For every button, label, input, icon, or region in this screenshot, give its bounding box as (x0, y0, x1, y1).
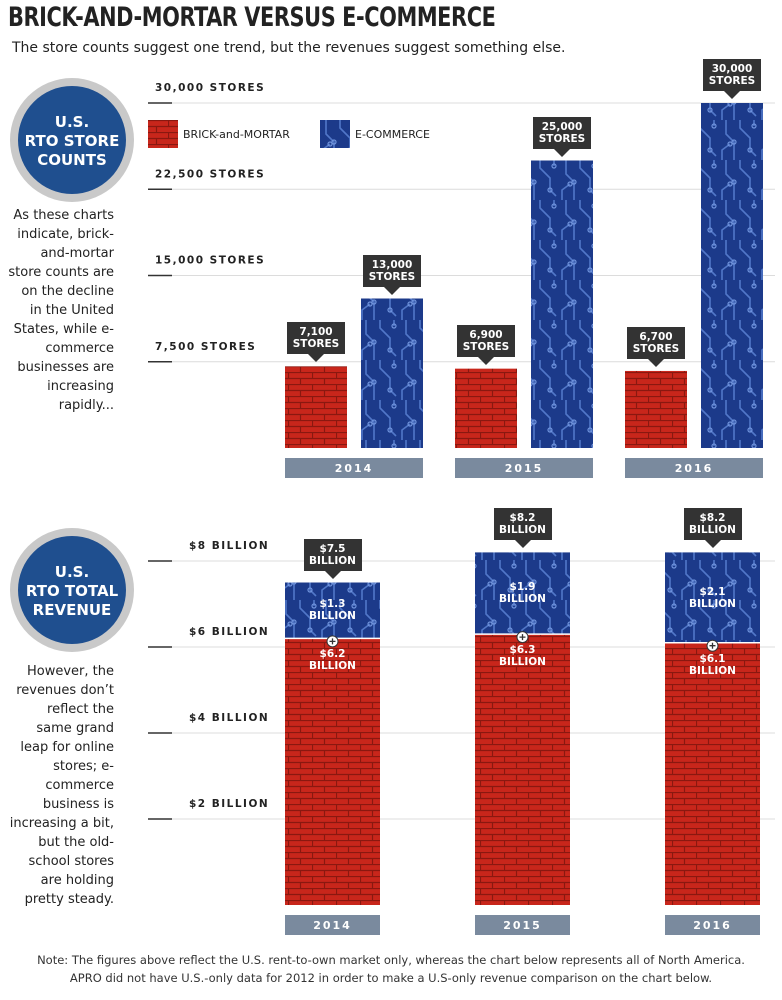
x-tick-label: 2014 (313, 919, 352, 932)
y-tick-label: 7,500 STORES (155, 341, 256, 353)
badge-text: U.S. (55, 563, 89, 581)
category-box (455, 458, 593, 478)
badge-text: U.S. (55, 113, 89, 131)
x-tick-label: 2014 (335, 462, 374, 475)
plus-icon (519, 634, 526, 641)
category-box (285, 458, 423, 478)
x-tick-label: 2016 (675, 462, 714, 475)
value-label: 30,000 STORES (703, 59, 761, 99)
y-tick-label: $8 BILLION (189, 540, 269, 552)
bar (285, 366, 347, 448)
bar (701, 103, 763, 448)
category-box (475, 915, 570, 935)
x-tick-label: 2015 (505, 462, 544, 475)
bar-segment (475, 634, 570, 905)
y-tick-label: 30,000 STORES (155, 82, 265, 94)
note-line: APRO did not have U.S.-only data for 201… (69, 971, 713, 985)
category-box (285, 915, 380, 935)
plus-icon (709, 642, 716, 649)
bar-segment (475, 552, 570, 635)
value-label: 6,700 STORES (627, 326, 685, 367)
x-tick-label: 2015 (503, 919, 542, 932)
bar (531, 160, 593, 448)
y-tick-label: $2 BILLION (189, 798, 269, 810)
badge-text: RTO STORE (25, 132, 120, 150)
y-tick-label: 22,500 STORES (155, 168, 265, 180)
bar-segment (665, 552, 760, 643)
value-label: $6.1 BILLION (689, 652, 736, 677)
value-label: $6.2 BILLION (309, 648, 356, 673)
value-label: 7,100 STORES (287, 322, 345, 363)
value-label: $1.9 BILLION (499, 581, 546, 606)
total-label: $8.2 BILLION (493, 508, 552, 549)
legend-swatch (148, 120, 178, 148)
legend-label: BRICK-and-MORTAR (183, 128, 290, 141)
side-text: As these charts indicate, brick-and-mort… (8, 208, 114, 413)
value-label: $6.3 BILLION (499, 644, 546, 669)
bar-segment (665, 642, 760, 905)
badge (18, 86, 126, 194)
subtitle: The store counts suggest one trend, but … (12, 40, 566, 56)
note-line: Note: The figures above reflect the U.S.… (37, 953, 745, 967)
badge-text: COUNTS (37, 151, 107, 169)
side-text: However, the revenues don’t reflect the … (9, 664, 114, 907)
y-tick-label: 15,000 STORES (155, 255, 265, 267)
legend-swatch (320, 120, 350, 148)
y-tick-label: $6 BILLION (189, 626, 269, 638)
title: BRICK-AND-MORTAR VERSUS E-COMMERCE (8, 2, 496, 33)
total-label: $8.2 BILLION (683, 508, 742, 549)
value-label: 13,000 STORES (363, 254, 421, 295)
badge-text: RTO TOTAL (26, 582, 119, 600)
plus-icon (329, 638, 336, 645)
bar-segment (285, 638, 380, 905)
value-label: 6,900 STORES (457, 324, 515, 365)
legend-label: E-COMMERCE (355, 128, 430, 141)
x-tick-label: 2016 (693, 919, 732, 932)
bar (455, 368, 517, 448)
bar-segment (285, 582, 380, 639)
bar (361, 298, 423, 448)
bar (625, 370, 687, 448)
value-label: $1.3 BILLION (309, 598, 356, 623)
y-tick-label: $4 BILLION (189, 712, 269, 724)
category-box (625, 458, 763, 478)
badge-text: REVENUE (33, 601, 112, 619)
value-label: 25,000 STORES (533, 116, 591, 157)
value-label: $2.1 BILLION (689, 585, 736, 610)
badge (18, 536, 126, 644)
category-box (665, 915, 760, 935)
total-label: $7.5 BILLION (303, 538, 362, 579)
